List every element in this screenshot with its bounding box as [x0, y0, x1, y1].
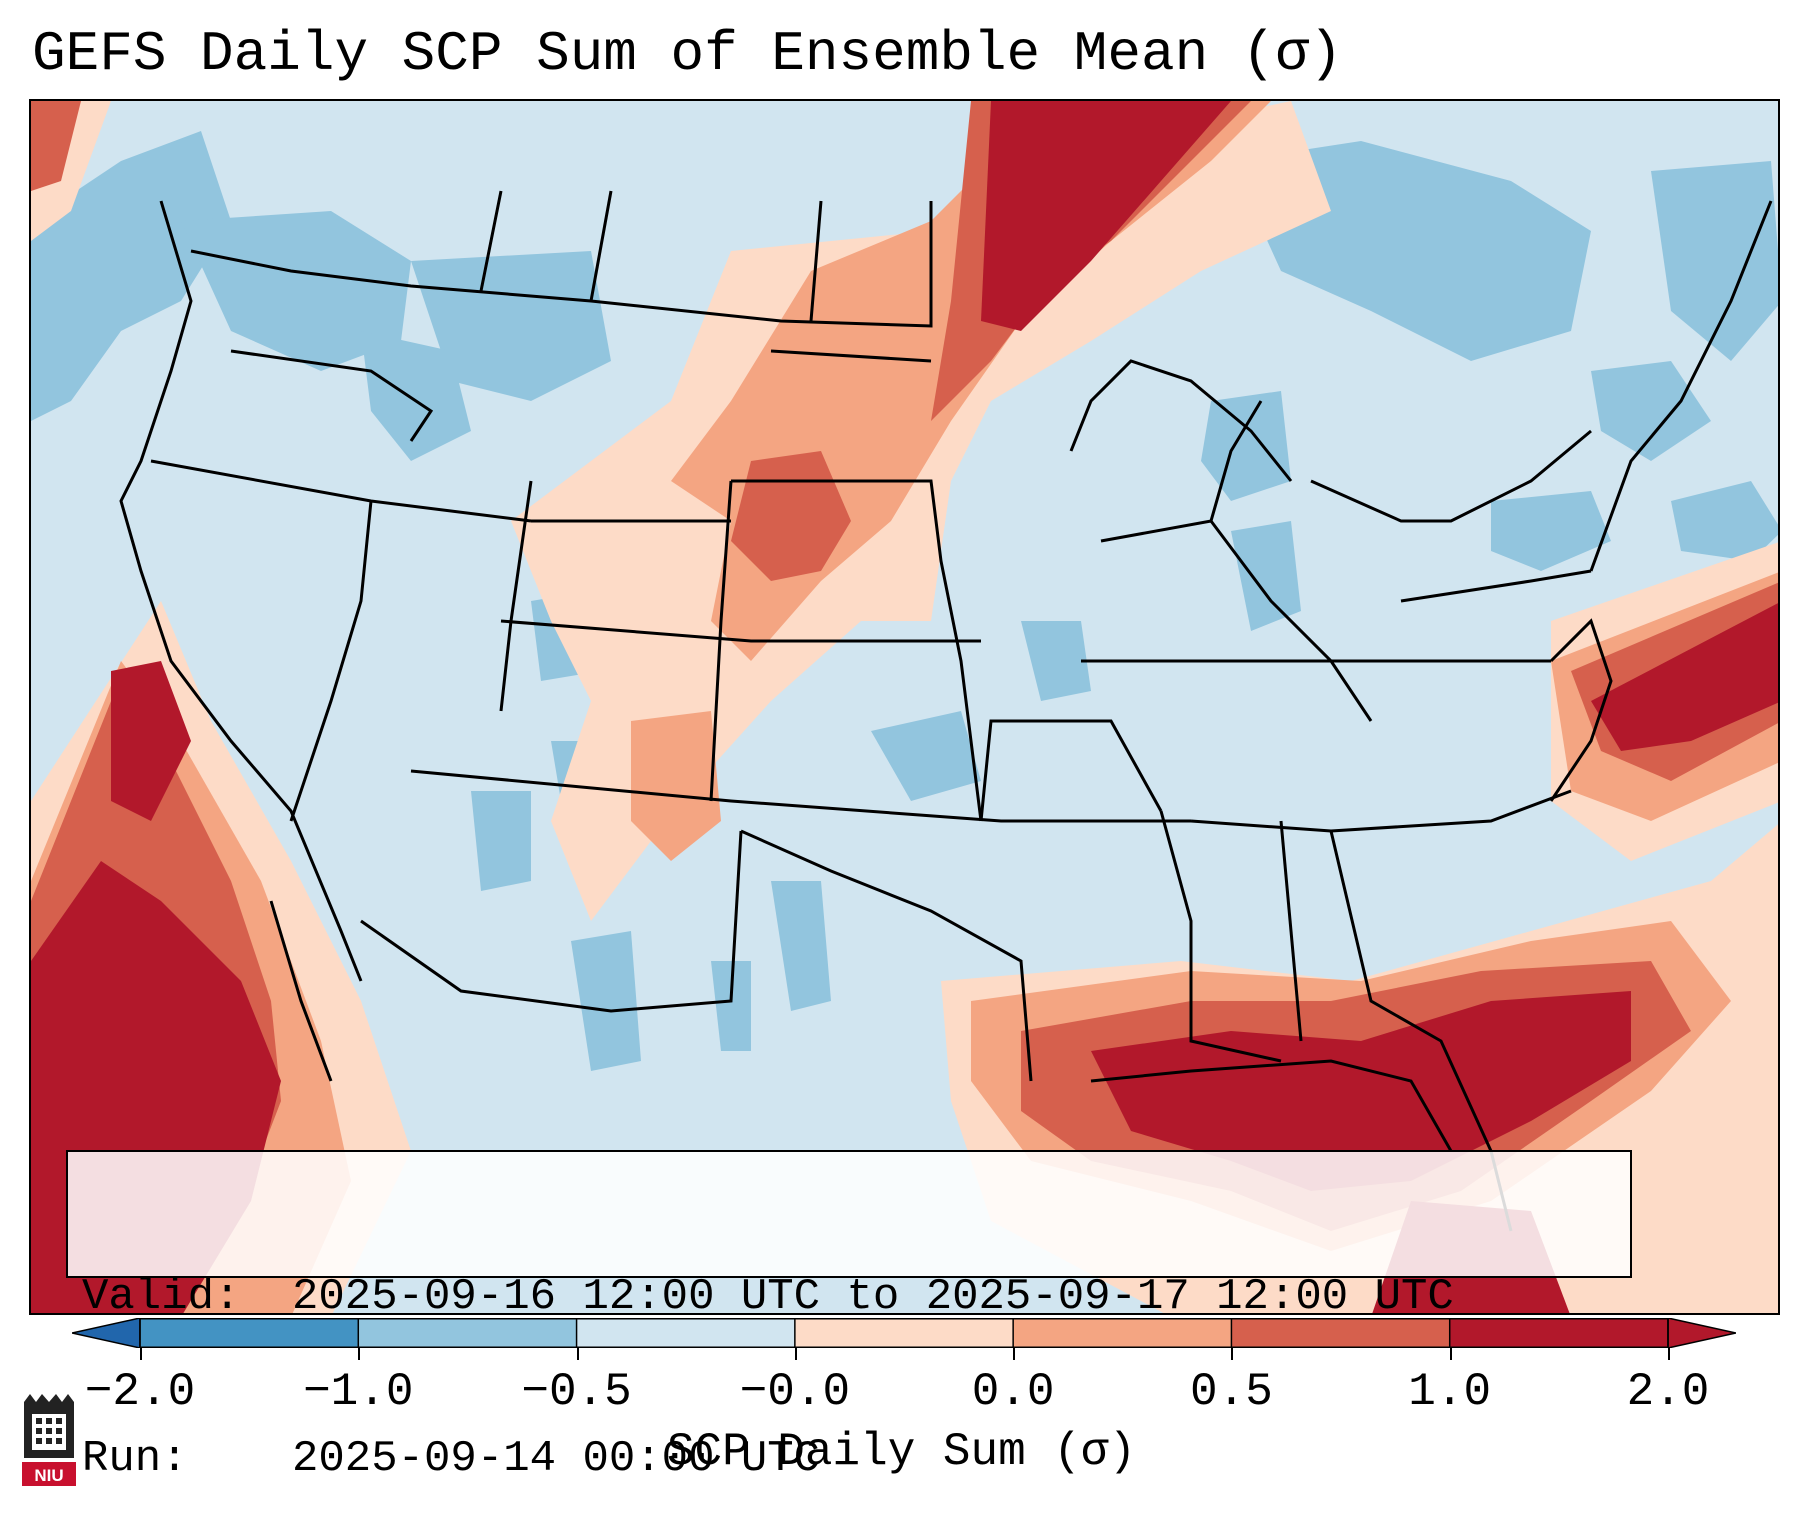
colorbar-tick — [1231, 1348, 1234, 1360]
colorbar-tick-label: −1.0 — [303, 1366, 414, 1418]
colorbar-segment — [794, 1318, 1014, 1348]
colorbar-under-extend — [71, 1317, 141, 1349]
valid-row: Valid: 2025-09-16 12:00 UTC to 2025-09-17… — [82, 1270, 1616, 1324]
colorbar-tick — [140, 1348, 142, 1360]
colorbar-segment — [1231, 1318, 1451, 1348]
colorbar-tick — [358, 1348, 361, 1360]
colorbar-tick-label: 2.0 — [1626, 1366, 1710, 1418]
colorbar-tick — [794, 1348, 797, 1360]
colorbar-over-extend — [1667, 1317, 1737, 1349]
colorbar-tick-label: −2.0 — [84, 1366, 196, 1418]
colorbar-label: SCP Daily Sum (σ) — [666, 1426, 1137, 1478]
map-panel[interactable] — [29, 99, 1780, 1315]
colorbar-tick — [1668, 1348, 1670, 1360]
colorbar-tick — [576, 1348, 579, 1360]
colorbar-segment — [1013, 1318, 1232, 1348]
run-label: Run: — [82, 1434, 188, 1484]
colorbar-tick — [1013, 1348, 1016, 1360]
colorbar-segment — [576, 1318, 796, 1348]
colorbar-tick-label: 1.0 — [1408, 1366, 1492, 1418]
colorbar-graphic — [71, 1317, 1737, 1349]
colorbar — [71, 1317, 1737, 1349]
colorbar-tick-label: 0.5 — [1190, 1366, 1273, 1418]
valid-time-box: Valid: 2025-09-16 12:00 UTC to 2025-09-17… — [66, 1150, 1632, 1484]
run-row: Run: 2025-09-14 00:00 UTC — [82, 1432, 1616, 1486]
geographic-boundaries — [119, 190, 1773, 1232]
colorbar-tick-label: −0.5 — [521, 1366, 632, 1418]
niu-logo-icon: NIU — [20, 1392, 78, 1488]
valid-label: Valid: — [82, 1272, 241, 1322]
colorbar-tick-label: 0.0 — [971, 1366, 1055, 1418]
niu-logo-text: NIU — [34, 1466, 63, 1485]
colorbar-segment — [140, 1318, 359, 1348]
colorbar-tick-label: −0.0 — [739, 1366, 851, 1418]
colorbar-tick — [1449, 1348, 1452, 1360]
colorbar-segment — [358, 1318, 578, 1348]
valid-value: 2025-09-16 12:00 UTC to 2025-09-17 12:00… — [292, 1272, 1454, 1322]
map-title: GEFS Daily SCP Sum of Ensemble Mean (σ) — [32, 22, 1343, 86]
scp-map — [31, 101, 1778, 1313]
run-value: 2025-09-14 00:00 UTC — [292, 1434, 821, 1484]
colorbar-segment — [1449, 1318, 1669, 1348]
